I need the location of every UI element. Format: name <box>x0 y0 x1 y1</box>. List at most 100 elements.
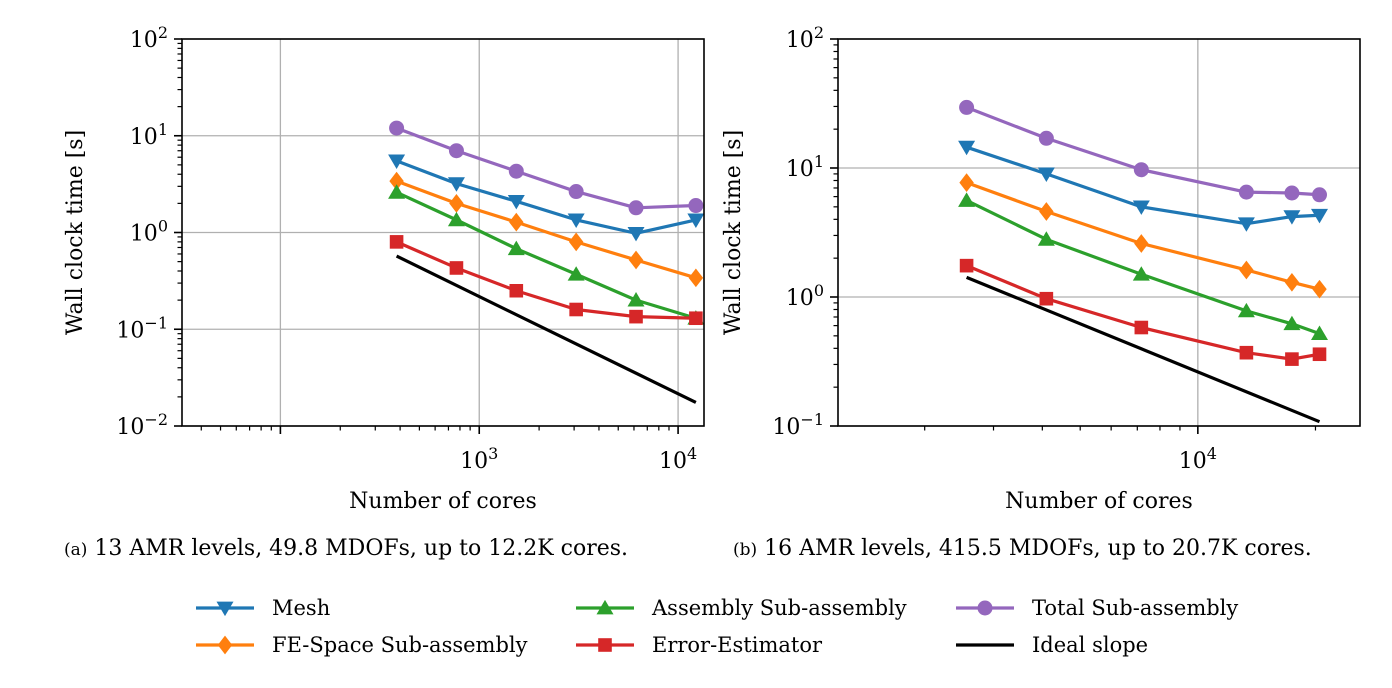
series-line-error_estimator <box>395 240 696 320</box>
data-point-fe_space <box>389 171 404 191</box>
series-line-assembly <box>395 190 697 320</box>
y-tick-label: 101 <box>130 120 168 150</box>
series-line-fe_space <box>396 179 697 280</box>
plot-frame <box>181 38 705 427</box>
data-point-fe_space <box>628 250 644 270</box>
data-point-fe_space <box>1239 260 1254 280</box>
data-point-fe_space <box>1284 272 1300 292</box>
y-tick-label: 100 <box>130 217 168 247</box>
series-total <box>959 99 1327 203</box>
x-axis-label: Number of cores <box>349 489 537 514</box>
data-point-assembly <box>1037 231 1055 246</box>
legend-label: Assembly Sub-assembly <box>651 596 907 620</box>
data-point-fe_space <box>449 194 464 213</box>
x-axis-label: Number of cores <box>1005 489 1193 514</box>
data-point-fe_space <box>568 232 584 252</box>
legend: Mesh FE-Space Sub-assembly Assembly Sub-as… <box>196 596 1238 657</box>
data-point-error_estimator <box>689 311 703 326</box>
y-tick-label: 100 <box>786 281 824 311</box>
data-point-error_estimator <box>569 302 583 317</box>
series-line-ideal <box>965 275 1321 424</box>
series-mesh <box>388 154 705 242</box>
data-point-error_estimator <box>449 261 464 275</box>
y-tick-label: 10−1 <box>116 313 168 343</box>
caption-a-text: 13 AMR levels, 49.8 MDOFs, up to 12.2K c… <box>94 536 629 561</box>
legend-marker <box>216 601 234 617</box>
data-point-error_estimator <box>1239 345 1254 360</box>
data-point-assembly <box>507 240 525 256</box>
caption-b-text: 16 AMR levels, 415.5 MDOFs, up to 20.7K … <box>764 536 1312 561</box>
x-tick-label: 103 <box>460 444 498 474</box>
grid <box>838 38 1360 427</box>
series-ideal <box>395 254 697 404</box>
series-group <box>388 120 705 404</box>
legend-label: Total Sub-assembly <box>1032 596 1238 620</box>
data-point-mesh <box>567 213 585 228</box>
legend-marker <box>596 599 614 615</box>
data-point-fe_space <box>959 173 974 192</box>
data-point-error_estimator <box>1134 320 1149 335</box>
data-point-total <box>688 198 704 214</box>
y-tick-label: 10−1 <box>772 410 824 440</box>
data-point-mesh <box>1237 217 1255 232</box>
series-error_estimator <box>389 235 703 326</box>
ticks <box>830 38 1317 434</box>
series-mesh <box>958 140 1328 232</box>
caption-a-prefix: (a) <box>64 540 88 560</box>
legend-marker <box>977 600 993 616</box>
legend-item-total: Total Sub-assembly <box>956 596 1238 620</box>
series-error_estimator <box>959 258 1327 366</box>
data-point-assembly <box>1310 325 1328 341</box>
legend-item-fe_space: FE-Space Sub-assembly <box>196 633 528 657</box>
data-point-assembly <box>388 184 406 199</box>
caption-b-prefix: (b) <box>733 540 758 560</box>
data-point-total <box>508 163 524 179</box>
data-point-mesh <box>447 177 465 192</box>
caption-b: (b) 16 AMR levels, 415.5 MDOFs, up to 20… <box>733 536 1312 561</box>
data-point-assembly <box>627 292 645 307</box>
legend-item-mesh: Mesh <box>196 596 330 620</box>
legend-label: FE-Space Sub-assembly <box>272 633 528 657</box>
data-point-fe_space <box>1312 279 1327 299</box>
data-point-mesh <box>507 194 525 210</box>
series-group <box>958 99 1328 424</box>
data-point-assembly <box>567 266 585 281</box>
data-point-assembly <box>1132 266 1150 281</box>
legend-item-assembly: Assembly Sub-assembly <box>576 596 907 620</box>
plot-frame <box>837 38 1361 427</box>
caption-a: (a) 13 AMR levels, 49.8 MDOFs, up to 12.… <box>64 536 628 561</box>
series-ideal <box>965 275 1321 424</box>
data-point-error_estimator <box>959 258 974 273</box>
legend-item-ideal: Ideal slope <box>956 633 1148 657</box>
x-tick-label: 104 <box>1179 444 1217 474</box>
data-point-mesh <box>627 226 645 242</box>
data-point-error_estimator <box>389 235 404 249</box>
y-axis-label: Wall clock time [s] <box>63 130 88 335</box>
y-axis-label: Wall clock time [s] <box>721 130 746 335</box>
chart-panel-b: 104 10−1 100 101 102 Number of cores Wall cloc… <box>721 23 1361 514</box>
series-line-total <box>396 126 696 210</box>
chart-panel-a: 103 104 10−2 10−1 100 101 102 Number of cores Wa… <box>63 23 705 514</box>
data-point-total <box>568 184 584 200</box>
data-point-mesh <box>1132 200 1150 215</box>
data-point-fe_space <box>1134 234 1149 253</box>
series-assembly <box>958 192 1328 341</box>
series-line-mesh <box>966 145 1320 226</box>
data-point-mesh <box>1037 167 1055 182</box>
data-point-total <box>389 120 405 136</box>
y-tick-label: 102 <box>130 23 168 53</box>
data-point-mesh <box>388 154 406 169</box>
data-point-fe_space <box>688 268 704 288</box>
series-line-ideal <box>395 254 697 404</box>
data-point-assembly <box>1283 315 1301 331</box>
legend-item-error_estimator: Error-Estimator <box>576 633 823 657</box>
legend-label: Mesh <box>272 596 330 620</box>
legend-marker <box>598 638 612 652</box>
data-point-assembly <box>958 192 976 207</box>
ticks <box>174 38 679 434</box>
data-point-fe_space <box>1039 202 1054 221</box>
data-point-error_estimator <box>1285 352 1299 366</box>
series-assembly <box>388 184 705 325</box>
data-point-total <box>448 143 464 159</box>
data-point-mesh <box>1310 208 1328 224</box>
